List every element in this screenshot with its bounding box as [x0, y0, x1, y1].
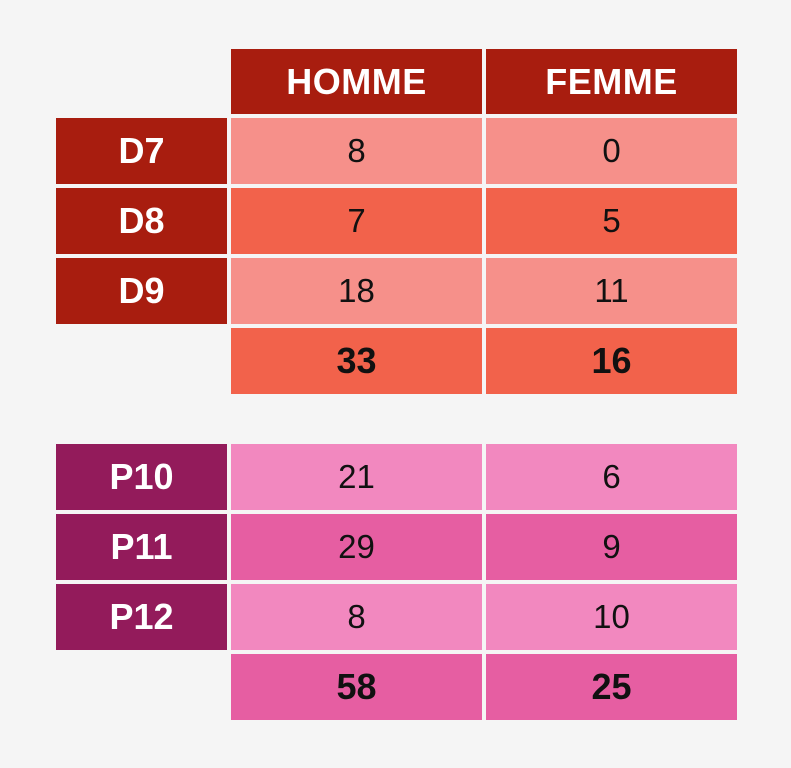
cell-p10-femme: 6	[486, 444, 737, 510]
cell-d9-femme: 11	[486, 258, 737, 324]
row-label-p11: P11	[56, 514, 227, 580]
column-header-femme: FEMME	[486, 49, 737, 114]
total-d-femme: 16	[486, 328, 737, 394]
cell-d7-homme: 8	[231, 118, 482, 184]
cell-p11-homme: 29	[231, 514, 482, 580]
cell-d8-femme: 5	[486, 188, 737, 254]
row-label-d9: D9	[56, 258, 227, 324]
cell-d9-homme: 18	[231, 258, 482, 324]
total-p-femme: 25	[486, 654, 737, 720]
row-label-p10: P10	[56, 444, 227, 510]
total-p-homme: 58	[231, 654, 482, 720]
cell-p10-homme: 21	[231, 444, 482, 510]
row-label-d7: D7	[56, 118, 227, 184]
total-d-homme: 33	[231, 328, 482, 394]
cell-p11-femme: 9	[486, 514, 737, 580]
column-header-homme: HOMME	[231, 49, 482, 114]
cell-p12-femme: 10	[486, 584, 737, 650]
cell-p12-homme: 8	[231, 584, 482, 650]
row-label-d8: D8	[56, 188, 227, 254]
row-label-p12: P12	[56, 584, 227, 650]
cell-d8-homme: 7	[231, 188, 482, 254]
cell-d7-femme: 0	[486, 118, 737, 184]
